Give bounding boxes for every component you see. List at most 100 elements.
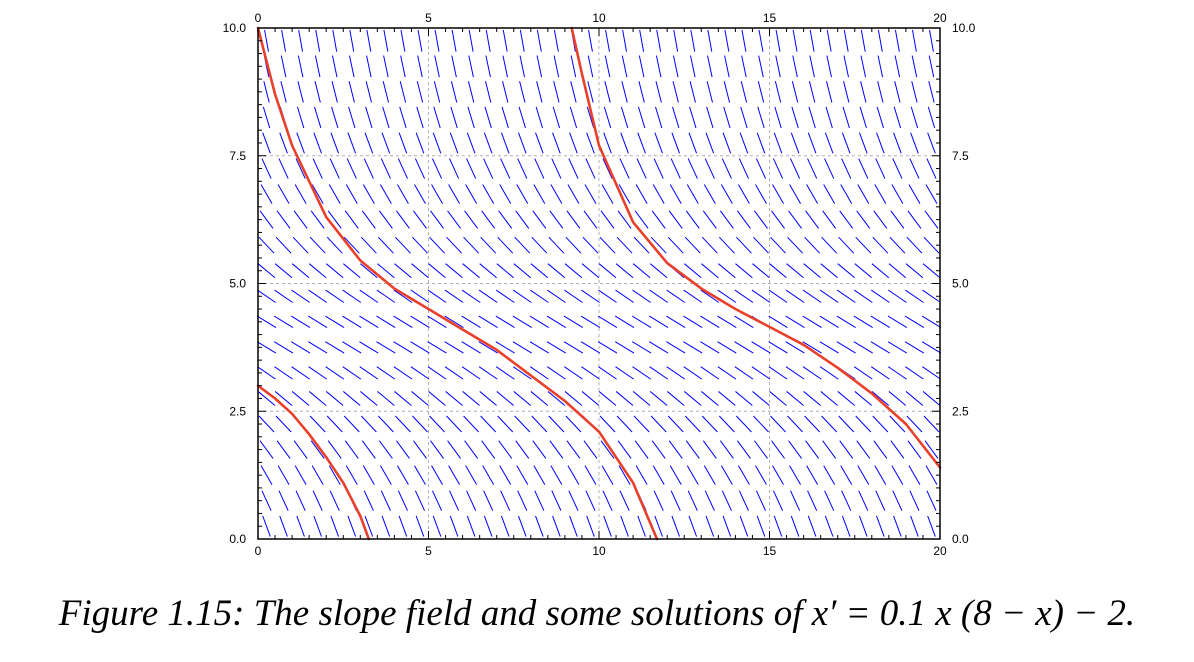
slope-segment: [718, 415, 735, 433]
slope-segment: [580, 341, 601, 354]
x-tick-label-bottom: 5: [425, 544, 432, 558]
solution-curve-3: [570, 26, 942, 469]
slope-segment: [789, 465, 802, 485]
slope-segment: [499, 184, 512, 204]
slope-segment: [840, 465, 853, 485]
slope-segment: [349, 55, 355, 78]
slope-segment: [444, 366, 464, 380]
slope-segment: [447, 210, 462, 229]
slope-segment: [826, 29, 832, 52]
slope-segment: [774, 81, 782, 103]
slope-segment: [619, 158, 630, 179]
slope-segment: [929, 29, 934, 52]
slope-segment: [364, 515, 374, 537]
slope-segment: [649, 315, 669, 328]
slope-segment: [400, 29, 406, 52]
slope-segment: [462, 263, 480, 279]
slope-segment: [926, 490, 937, 511]
slope-segment: [410, 366, 430, 380]
slope-segment: [824, 158, 835, 179]
slope-segment: [550, 184, 563, 204]
slope-segment: [280, 81, 287, 103]
slope-segment: [417, 55, 423, 78]
slope-segment: [649, 289, 669, 303]
slope-segment: [615, 391, 634, 406]
slope-segment: [563, 341, 584, 354]
slope-segment: [887, 315, 908, 328]
slope-segment: [907, 210, 922, 229]
slope-segment: [553, 81, 560, 103]
slope-segment: [548, 236, 565, 254]
slope-segment: [687, 158, 698, 179]
slope-segment: [720, 184, 733, 204]
slope-segment: [921, 315, 942, 328]
slope-segment: [892, 490, 903, 511]
slope-segment: [259, 440, 274, 459]
slope-segment: [655, 81, 662, 103]
slope-segment: [445, 263, 463, 279]
slope-segment: [376, 366, 396, 380]
slope-segment: [363, 158, 374, 179]
slope-segment: [666, 341, 686, 354]
slope-segment: [361, 440, 376, 459]
slope-segment: [258, 415, 275, 433]
slope-segment: [480, 415, 497, 433]
slope-segment: [655, 106, 663, 129]
slope-segment: [821, 415, 838, 433]
slope-segment: [857, 465, 870, 485]
slope-segment: [584, 465, 597, 485]
slope-segment: [564, 289, 583, 303]
slope-segment: [719, 440, 734, 459]
slope-segment: [785, 315, 805, 328]
slope-segment: [478, 366, 498, 380]
slope-segment: [756, 132, 766, 154]
slope-segment: [666, 315, 686, 328]
slope-segment: [877, 29, 883, 52]
slope-segment: [599, 415, 616, 433]
slope-segment: [773, 132, 783, 154]
slope-segment: [722, 515, 732, 537]
slope-segment: [500, 515, 510, 537]
solution-curves: [256, 26, 942, 541]
slope-segment: [298, 29, 304, 52]
slope-segment: [888, 263, 907, 279]
slope-segment: [772, 184, 784, 204]
slope-segment: [529, 289, 549, 303]
slope-segment: [291, 366, 310, 380]
slope-segment: [598, 289, 617, 303]
slope-segment: [634, 210, 649, 229]
slope-segment: [326, 236, 343, 254]
slope-segment: [621, 81, 628, 103]
tick-labels: 0 0 5 5 10 10 15 15 20 20 0.0 0.0 2.5 2.5 5.0 5.0 7.5 7.5…: [223, 11, 976, 558]
slope-segment: [519, 55, 526, 78]
slope-segment: [910, 515, 919, 537]
slope-segment: [841, 158, 852, 179]
slope-segment: [413, 440, 427, 459]
slope-segment: [689, 106, 697, 129]
slope-segment: [737, 184, 750, 204]
slope-segment: [739, 515, 749, 537]
slope-segment: [785, 289, 805, 303]
slope-segment: [290, 341, 311, 354]
slope-segment: [398, 132, 408, 154]
slope-segment: [922, 391, 941, 406]
slope-segment: [636, 158, 647, 179]
slope-segment: [700, 289, 720, 303]
slope-segment: [399, 106, 407, 129]
slope-segment: [871, 391, 890, 406]
slope-segment: [768, 366, 788, 380]
slope-segment: [257, 289, 276, 303]
slope-segment: [400, 55, 406, 78]
slope-segment: [381, 515, 391, 537]
slope-segment: [327, 440, 342, 459]
slope-segment: [445, 391, 463, 406]
slope-segment: [308, 366, 328, 380]
slope-segment: [806, 184, 819, 204]
slope-segment: [448, 184, 461, 204]
slope-segment: [841, 132, 851, 154]
slope-segment: [377, 236, 394, 254]
slope-segment: [329, 158, 340, 179]
slope-segment: [463, 236, 480, 254]
slope-segment: [737, 465, 750, 485]
slope-segment: [670, 158, 681, 179]
